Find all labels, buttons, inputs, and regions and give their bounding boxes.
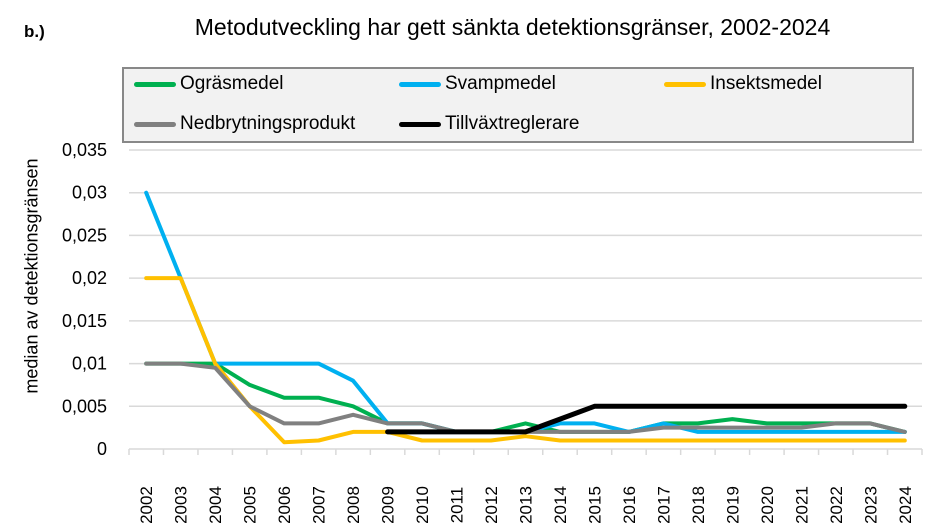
legend-item-svampmedel: Svampmedel (399, 73, 556, 95)
y-tick-label: 0,025 (62, 225, 107, 245)
y-tick-label: 0,005 (62, 396, 107, 416)
x-tick-label: 2004 (206, 486, 225, 524)
legend-label: Tillväxtreglerare (445, 113, 580, 134)
x-tick-label: 2017 (654, 486, 673, 524)
legend: Ogräsmedel Svampmedel Insektsmedel Nedbr… (122, 67, 914, 143)
x-tick-label: 2018 (689, 486, 708, 524)
series-line-0 (144, 361, 907, 434)
series-line-1 (144, 190, 907, 434)
x-tick-label: 2007 (310, 486, 329, 524)
legend-swatch (664, 81, 706, 87)
legend-swatch (399, 121, 441, 127)
legend-swatch (399, 81, 441, 87)
legend-label: Nedbrytningsprodukt (180, 113, 356, 134)
series-line-2 (144, 276, 907, 445)
legend-swatch (134, 121, 176, 127)
x-tick-label: 2021 (792, 486, 811, 524)
legend-label: Ogräsmedel (180, 73, 284, 94)
x-tick-label: 2002 (137, 486, 156, 524)
y-tick-label: 0,02 (72, 268, 107, 288)
x-tick-label: 2019 (723, 486, 742, 524)
panel-label: b.) (24, 22, 45, 41)
x-tick-label: 2012 (482, 486, 501, 524)
x-tick-label: 2013 (517, 486, 536, 524)
legend-item-tillvaxtreglerare: Tillväxtreglerare (399, 113, 579, 135)
x-tick-label: 2006 (275, 486, 294, 524)
x-tick-label: 2022 (827, 486, 846, 524)
x-tick-label: 2024 (896, 486, 915, 524)
legend-item-nedbrytningsprodukt: Nedbrytningsprodukt (134, 113, 355, 135)
legend-label: Insektsmedel (710, 73, 822, 94)
x-tick-label: 2005 (241, 486, 260, 524)
x-tick-label: 2015 (585, 486, 604, 524)
x-tick-label: 2011 (448, 487, 467, 524)
x-tick-label: 2014 (551, 486, 570, 524)
x-tick-label: 2016 (620, 486, 639, 524)
y-tick-label: 0,015 (62, 311, 107, 331)
x-tick-label: 2003 (172, 486, 191, 524)
y-tick-label: 0 (97, 439, 107, 459)
x-tick-label: 2008 (344, 486, 363, 524)
legend-item-ograsmedel: Ogräsmedel (134, 73, 284, 95)
y-tick-label: 0,01 (72, 354, 107, 374)
x-tick-label: 2020 (758, 486, 777, 524)
x-tick-label: 2010 (413, 486, 432, 524)
series-line-4 (385, 403, 908, 435)
legend-label: Svampmedel (445, 73, 556, 94)
x-tick-label: 2009 (379, 486, 398, 524)
legend-swatch (134, 81, 176, 87)
y-tick-label: 0,03 (72, 183, 107, 203)
y-tick-label: 0,035 (62, 140, 107, 160)
legend-item-insektsmedel: Insektsmedel (664, 73, 822, 95)
chart-title: Metodutveckling har gett sänkta detektio… (194, 14, 831, 40)
x-tick-label: 2023 (861, 486, 880, 524)
